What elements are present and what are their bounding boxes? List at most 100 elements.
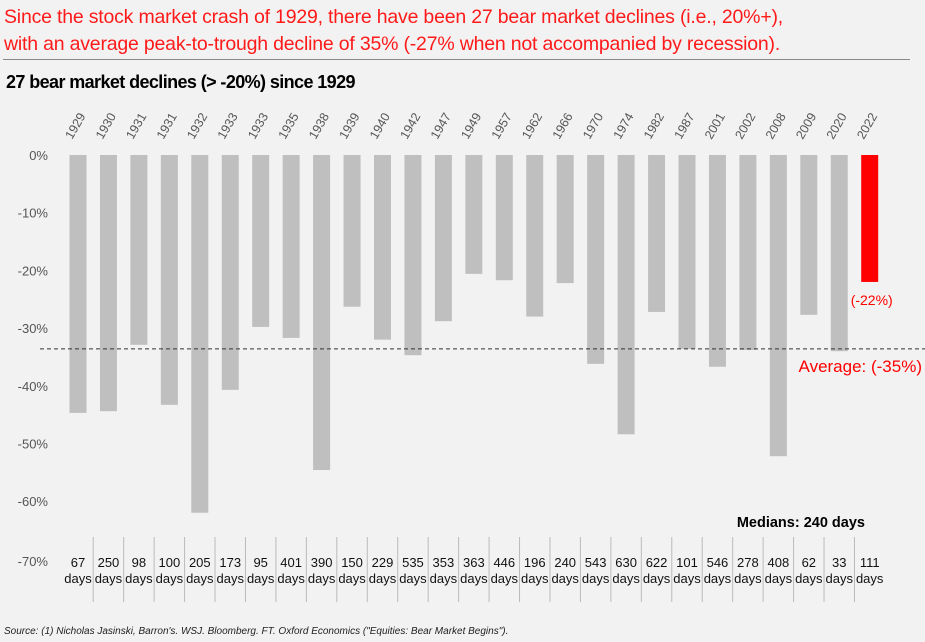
duration-value: 101 (676, 555, 698, 570)
duration-value: 278 (737, 555, 759, 570)
bar (769, 155, 787, 457)
duration-value: 100 (158, 555, 180, 570)
duration-value: 111 (860, 555, 880, 570)
duration-unit: days (643, 571, 671, 586)
x-tick-label: 1929 (62, 110, 88, 141)
bar (191, 155, 209, 513)
duration-unit: days (308, 571, 336, 586)
duration-unit: days (521, 571, 549, 586)
duration-value: 546 (707, 555, 729, 570)
y-tick-label: 0% (29, 148, 48, 163)
bar (282, 155, 300, 338)
bar (404, 155, 422, 356)
duration-unit: days (277, 571, 305, 586)
duration-value: 630 (615, 555, 637, 570)
duration-value: 446 (493, 555, 515, 570)
duration-value: 543 (585, 555, 607, 570)
x-tick-label: 2020 (824, 110, 850, 141)
duration-unit: days (369, 571, 397, 586)
x-tick-label: 1931 (123, 110, 149, 141)
x-tick-label: 2001 (702, 110, 728, 141)
duration-unit: days (551, 571, 579, 586)
x-tick-label: 1957 (489, 110, 515, 141)
bar (495, 155, 513, 281)
x-tick-label: 1938 (306, 110, 332, 141)
divider (3, 59, 910, 60)
duration-value: 98 (132, 555, 146, 570)
duration-value: 196 (524, 555, 546, 570)
duration-value: 95 (253, 555, 267, 570)
duration-value: 240 (554, 555, 576, 570)
duration-unit: days (217, 571, 245, 586)
bar (69, 155, 87, 413)
bar (252, 155, 270, 327)
duration-value: 173 (219, 555, 241, 570)
x-tick-label: 1940 (367, 110, 393, 141)
bar (434, 155, 452, 322)
bar (800, 155, 818, 315)
duration-value: 622 (646, 555, 668, 570)
duration-unit: days (856, 571, 884, 586)
bar (526, 155, 544, 317)
duration-value: 62 (802, 555, 816, 570)
duration-value: 363 (463, 555, 485, 570)
duration-unit: days (704, 571, 732, 586)
duration-unit: days (64, 571, 92, 586)
x-tick-label: 2022 (854, 110, 880, 141)
duration-unit: days (734, 571, 762, 586)
x-tick-label: 2008 (763, 110, 789, 141)
duration-unit: days (765, 571, 793, 586)
y-tick-label: -10% (18, 206, 49, 221)
duration-unit: days (795, 571, 823, 586)
headline: Since the stock market crash of 1929, th… (4, 4, 924, 58)
bar (739, 155, 757, 351)
y-tick-label: -70% (18, 554, 49, 569)
bar (617, 155, 635, 435)
x-tick-label: 1930 (93, 110, 119, 141)
headline-line-1: Since the stock market crash of 1929, th… (4, 6, 784, 28)
headline-line-2: with an average peak-to-trough decline o… (4, 33, 781, 55)
x-tick-label: 2009 (793, 110, 819, 141)
x-tick-label: 1974 (611, 110, 637, 141)
y-tick-label: -40% (18, 379, 49, 394)
x-tick-label: 1962 (519, 110, 545, 141)
bar (343, 155, 361, 307)
duration-unit: days (430, 571, 458, 586)
duration-value: 353 (433, 555, 455, 570)
duration-unit: days (826, 571, 854, 586)
x-tick-label: 1932 (184, 110, 210, 141)
x-tick-label: 1987 (671, 110, 697, 141)
y-tick-label: -60% (18, 494, 49, 509)
y-tick-label: -50% (18, 437, 49, 452)
bar (313, 155, 331, 471)
bar (708, 155, 726, 367)
y-tick-label: -20% (18, 263, 49, 278)
bar (861, 155, 879, 282)
duration-unit: days (125, 571, 153, 586)
duration-unit: days (186, 571, 214, 586)
bar (160, 155, 178, 405)
bar (678, 155, 696, 349)
highlight-label: (-22%) (851, 292, 893, 308)
duration-unit: days (582, 571, 610, 586)
x-tick-label: 2002 (732, 110, 758, 141)
duration-value: 250 (98, 555, 120, 570)
x-tick-label: 1939 (337, 110, 363, 141)
duration-value: 390 (311, 555, 333, 570)
duration-unit: days (247, 571, 275, 586)
x-tick-label: 1966 (550, 110, 576, 141)
x-tick-label: 1942 (397, 110, 423, 141)
y-tick-label: -30% (18, 321, 49, 336)
chart-title: 27 bear market declines (> -20%) since 1… (6, 72, 356, 92)
duration-unit: days (491, 571, 519, 586)
x-tick-label: 1947 (428, 110, 454, 141)
duration-value: 401 (280, 555, 302, 570)
duration-unit: days (399, 571, 427, 586)
duration-value: 67 (71, 555, 85, 570)
x-tick-label: 1931 (154, 110, 180, 141)
bar (830, 155, 848, 352)
duration-unit: days (612, 571, 640, 586)
duration-unit: days (460, 571, 488, 586)
duration-value: 33 (832, 555, 846, 570)
bar (99, 155, 117, 412)
